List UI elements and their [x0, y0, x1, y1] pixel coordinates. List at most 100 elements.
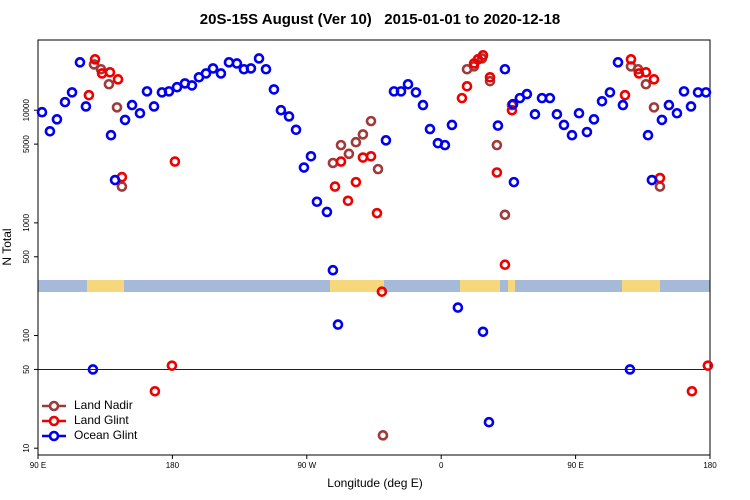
point [357, 129, 369, 140]
point [74, 57, 86, 68]
point [342, 195, 354, 207]
point [215, 68, 227, 79]
point [588, 114, 600, 125]
point [80, 101, 92, 112]
point [581, 126, 593, 138]
legend-marker [48, 400, 60, 412]
point [59, 96, 71, 108]
point [365, 150, 377, 162]
point [350, 176, 362, 188]
point [83, 89, 95, 101]
point [66, 87, 78, 98]
point [477, 326, 489, 338]
x-tick-label: 90 E [30, 461, 46, 470]
point [311, 196, 323, 208]
point [685, 101, 697, 112]
y-tick-label: 50 [22, 364, 31, 373]
point [116, 181, 128, 192]
chart-title: 20S-15S August (Ver 10) 2015-01-01 to 20… [200, 11, 560, 28]
point [365, 115, 377, 127]
x-tick-label: 180 [166, 461, 180, 470]
point [335, 139, 347, 151]
point [619, 89, 631, 101]
point [484, 71, 496, 83]
y-axis-label: N Total [0, 228, 14, 265]
point [604, 87, 616, 98]
point [103, 78, 115, 90]
point [119, 114, 131, 126]
point [163, 86, 175, 97]
point [702, 360, 714, 371]
point [671, 107, 683, 119]
point [624, 364, 636, 375]
point [371, 207, 383, 219]
point [109, 174, 121, 186]
point [686, 385, 698, 397]
point [417, 99, 429, 111]
point [544, 92, 556, 104]
point [275, 104, 287, 116]
point [148, 101, 160, 112]
point [111, 102, 123, 113]
point [44, 125, 56, 137]
point [446, 119, 458, 131]
point [640, 67, 652, 78]
point [245, 63, 257, 74]
point [327, 264, 339, 276]
point [566, 129, 578, 141]
point [207, 63, 219, 74]
point [335, 156, 347, 167]
point [332, 319, 344, 330]
point [499, 63, 511, 75]
legend-label: Land Glint [74, 413, 129, 427]
point [461, 81, 473, 92]
point [410, 87, 422, 98]
point [648, 74, 660, 85]
point [321, 206, 333, 218]
point [200, 68, 212, 79]
point [656, 114, 668, 126]
legend-marker [48, 415, 60, 427]
point [186, 80, 198, 91]
point [700, 87, 712, 98]
point [507, 98, 519, 110]
point [395, 86, 407, 97]
point [268, 84, 280, 95]
point [508, 176, 520, 188]
point [134, 107, 146, 119]
point [612, 57, 624, 68]
point [51, 114, 63, 125]
point [343, 148, 355, 160]
point [105, 129, 117, 141]
point [499, 259, 511, 271]
point [477, 50, 489, 61]
point [424, 123, 436, 135]
y-tick-label: 5000 [22, 135, 31, 153]
point [171, 81, 183, 93]
point [231, 58, 243, 69]
point [492, 120, 504, 131]
x-tick-label: 180 [703, 461, 717, 470]
point [617, 99, 629, 111]
legend-marker [48, 430, 60, 442]
point [290, 124, 302, 136]
point [89, 54, 101, 65]
x-axis-label: Longitude (deg E) [327, 476, 422, 490]
point [298, 162, 310, 173]
point [126, 99, 138, 111]
series [36, 53, 712, 428]
land-strip [38, 280, 710, 292]
x-tick-label: 0 [439, 461, 444, 470]
point [104, 67, 116, 78]
point [646, 174, 658, 186]
point [88, 59, 100, 70]
point [141, 86, 153, 97]
point [491, 139, 503, 151]
y-tick-label: 10000 [22, 99, 31, 122]
point [551, 108, 563, 120]
point [372, 163, 384, 175]
point [678, 86, 690, 97]
